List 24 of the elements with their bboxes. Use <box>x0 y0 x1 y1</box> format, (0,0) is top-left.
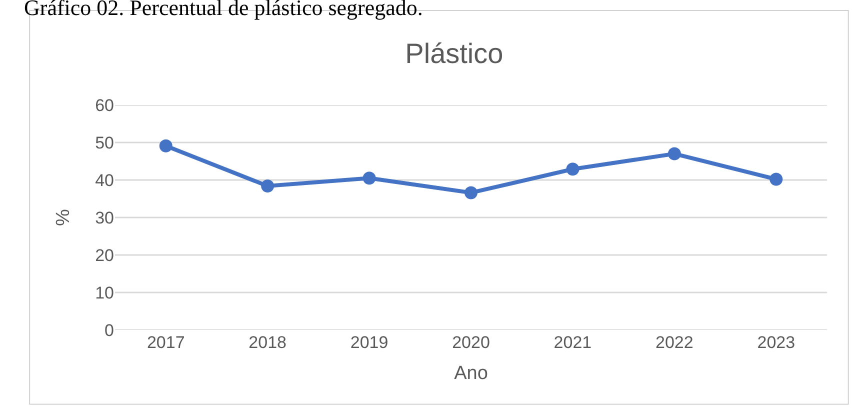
y-tick-label: 20 <box>95 246 114 265</box>
x-tick-label: 2019 <box>350 333 388 352</box>
x-tick-label: 2023 <box>757 333 796 352</box>
point <box>362 172 376 185</box>
point <box>261 180 274 192</box>
y-tick-label: 60 <box>95 96 114 115</box>
chart-title: Plástico <box>405 38 504 70</box>
point <box>668 147 681 160</box>
y-tick-label: 50 <box>95 133 114 152</box>
y-tick-label: 10 <box>95 283 114 302</box>
y-tick-label: 0 <box>104 320 114 340</box>
x-tick-label: 2018 <box>248 333 286 352</box>
x-tick-label: 2021 <box>554 333 592 352</box>
x-axis-title: Ano <box>454 362 488 384</box>
y-tick-label: 40 <box>95 170 114 190</box>
point <box>770 172 783 186</box>
point <box>464 186 478 200</box>
x-tick-label: 2020 <box>452 333 490 352</box>
point <box>566 162 580 176</box>
point <box>159 139 172 152</box>
y-tick-label: 30 <box>95 208 114 228</box>
y-axis-title: % <box>52 208 74 226</box>
x-tick-label: 2022 <box>656 333 694 352</box>
x-tick-label: 2017 <box>146 333 185 352</box>
